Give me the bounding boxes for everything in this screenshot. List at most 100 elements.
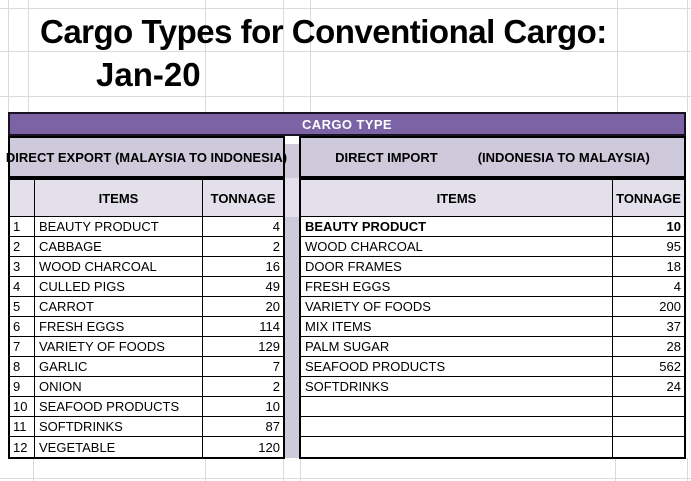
import-table-row: WOOD CHARCOAL 95 [301, 237, 684, 257]
export-tonnage-cell[interactable]: 10 [265, 399, 280, 414]
export-item-cell[interactable]: BEAUTY PRODUCT [35, 217, 203, 236]
import-tonnage-header[interactable]: TONNAGE [616, 190, 681, 206]
export-row-number-cell[interactable]: 1 [10, 217, 35, 236]
import-item-cell[interactable]: SEAFOOD PRODUCTS [301, 357, 613, 376]
export-row-number-cell[interactable]: 6 [10, 317, 35, 336]
gridline [28, 0, 29, 112]
gridline [687, 0, 688, 112]
export-table-row: 6 FRESH EGGS 114 [10, 317, 283, 337]
import-tonnage-cell[interactable]: 37 [666, 319, 681, 334]
export-item-cell[interactable]: CABBAGE [35, 237, 203, 256]
export-row-number-cell[interactable]: 8 [10, 357, 35, 376]
export-row-number-cell[interactable]: 12 [10, 437, 35, 457]
import-tonnage-cell[interactable] [613, 397, 684, 416]
export-table-row: 9 ONION 2 [10, 377, 283, 397]
import-item-cell[interactable]: VARIETY OF FOODS [301, 297, 613, 316]
export-tonnage-cell[interactable]: 87 [265, 419, 280, 434]
export-tonnage-cell[interactable]: 16 [265, 259, 280, 274]
export-table-row: 10 SEAFOOD PRODUCTS 10 [10, 397, 283, 417]
export-tonnage-cell[interactable]: 2 [272, 379, 280, 394]
export-table: ITEMS TONNAGE 1 BEAUTY PRODUCT 4 2 CABBAGE 2 3… [8, 178, 285, 459]
import-tonnage-cell[interactable]: 24 [666, 379, 681, 394]
import-tonnage-cell[interactable]: 4 [673, 279, 681, 294]
import-section-title-right: (INDONESIA TO MALAYSIA) [477, 149, 650, 165]
export-items-header[interactable]: ITEMS [35, 180, 203, 216]
gridline [8, 0, 9, 112]
export-item-cell[interactable]: WOOD CHARCOAL [35, 257, 203, 276]
import-item-cell[interactable]: WOOD CHARCOAL [301, 237, 613, 256]
export-tonnage-header[interactable]: TONNAGE [210, 190, 276, 206]
export-item-cell[interactable]: VEGETABLE [35, 437, 203, 457]
import-tonnage-cell[interactable]: 18 [666, 259, 681, 274]
export-row-number-cell[interactable]: 2 [10, 237, 35, 256]
import-item-cell[interactable] [301, 417, 613, 436]
export-tonnage-cell[interactable]: 20 [265, 299, 280, 314]
export-row-number-cell[interactable]: 7 [10, 337, 35, 356]
export-tonnage-cell[interactable]: 114 [259, 319, 280, 334]
export-tonnage-cell[interactable]: 4 [272, 219, 280, 234]
gridline [687, 458, 688, 481]
import-item-cell[interactable]: DOOR FRAMES [301, 257, 613, 276]
gridline [300, 458, 301, 481]
import-tonnage-cell[interactable]: 28 [666, 339, 681, 354]
export-item-cell[interactable]: VARIETY OF FOODS [35, 337, 203, 356]
export-row-number-cell[interactable]: 4 [10, 277, 35, 296]
import-item-cell[interactable] [301, 397, 613, 416]
export-table-row: 7 VARIETY OF FOODS 129 [10, 337, 283, 357]
import-item-cell[interactable]: SOFTDRINKS [301, 377, 613, 396]
gridline [283, 458, 284, 481]
export-row-number-cell[interactable]: 5 [10, 297, 35, 316]
export-item-cell[interactable]: CARROT [35, 297, 203, 316]
page-title: Cargo Types for Conventional Cargo: [40, 13, 607, 50]
import-tonnage-cell[interactable]: 562 [659, 359, 681, 374]
import-item-cell[interactable]: FRESH EGGS [301, 277, 613, 296]
import-tonnage-cell[interactable]: 10 [666, 219, 681, 234]
import-table-row: DOOR FRAMES 18 [301, 257, 684, 277]
export-section-title: DIRECT EXPORT (MALAYSIA TO INDONESIA) [5, 149, 288, 165]
export-item-cell[interactable]: SOFTDRINKS [35, 417, 203, 436]
export-item-cell[interactable]: SEAFOOD PRODUCTS [35, 397, 203, 416]
gridline [0, 478, 691, 479]
export-row-number-cell[interactable]: 10 [10, 397, 35, 416]
import-item-cell[interactable]: MIX ITEMS [301, 317, 613, 336]
export-tonnage-cell[interactable]: 129 [258, 339, 280, 354]
import-tonnage-cell[interactable]: 200 [659, 299, 681, 314]
import-item-cell[interactable] [301, 437, 613, 457]
cargo-type-banner: CARGO TYPE [8, 112, 686, 136]
export-table-row: 8 GARLIC 7 [10, 357, 283, 377]
export-tonnage-cell[interactable]: 49 [265, 279, 280, 294]
export-item-cell[interactable]: GARLIC [35, 357, 203, 376]
import-item-cell[interactable]: BEAUTY PRODUCT [301, 217, 613, 236]
import-column-header-row: ITEMS TONNAGE [301, 180, 684, 217]
import-section-title-left: DIRECT IMPORT [335, 149, 438, 165]
import-items-header[interactable]: ITEMS [301, 180, 613, 216]
import-tonnage-cell[interactable] [613, 437, 684, 457]
import-item-cell[interactable]: PALM SUGAR [301, 337, 613, 356]
export-table-row: 5 CARROT 20 [10, 297, 283, 317]
export-row-number-cell[interactable]: 11 [10, 417, 35, 436]
export-item-cell[interactable]: ONION [35, 377, 203, 396]
import-section-header: DIRECT IMPORT (INDONESIA TO MALAYSIA) [299, 136, 686, 178]
import-tonnage-cell[interactable] [613, 417, 684, 436]
export-row-number-cell[interactable]: 3 [10, 257, 35, 276]
gap-strip-top [285, 144, 299, 178]
export-table-row: 12 VEGETABLE 120 [10, 437, 283, 457]
export-tonnage-cell[interactable]: 7 [272, 359, 280, 374]
export-tonnage-cell[interactable]: 2 [272, 239, 280, 254]
gridline [205, 458, 206, 481]
export-item-cell[interactable]: CULLED PIGS [35, 277, 203, 296]
import-table-row [301, 397, 684, 417]
cargo-type-banner-label: CARGO TYPE [302, 116, 392, 132]
export-rownum-header[interactable] [10, 180, 35, 216]
import-tonnage-cell[interactable]: 95 [666, 239, 681, 254]
export-table-row: 3 WOOD CHARCOAL 16 [10, 257, 283, 277]
export-table-row: 1 BEAUTY PRODUCT 4 [10, 217, 283, 237]
import-table-row [301, 417, 684, 437]
import-table-row [301, 437, 684, 457]
import-table-row: SOFTDRINKS 24 [301, 377, 684, 397]
export-item-cell[interactable]: FRESH EGGS [35, 317, 203, 336]
export-tonnage-cell[interactable]: 120 [258, 439, 280, 455]
export-row-number-cell[interactable]: 9 [10, 377, 35, 396]
gridline [617, 0, 618, 112]
import-table-body: BEAUTY PRODUCT 10 WOOD CHARCOAL 95 DOOR FRAM… [301, 217, 684, 457]
